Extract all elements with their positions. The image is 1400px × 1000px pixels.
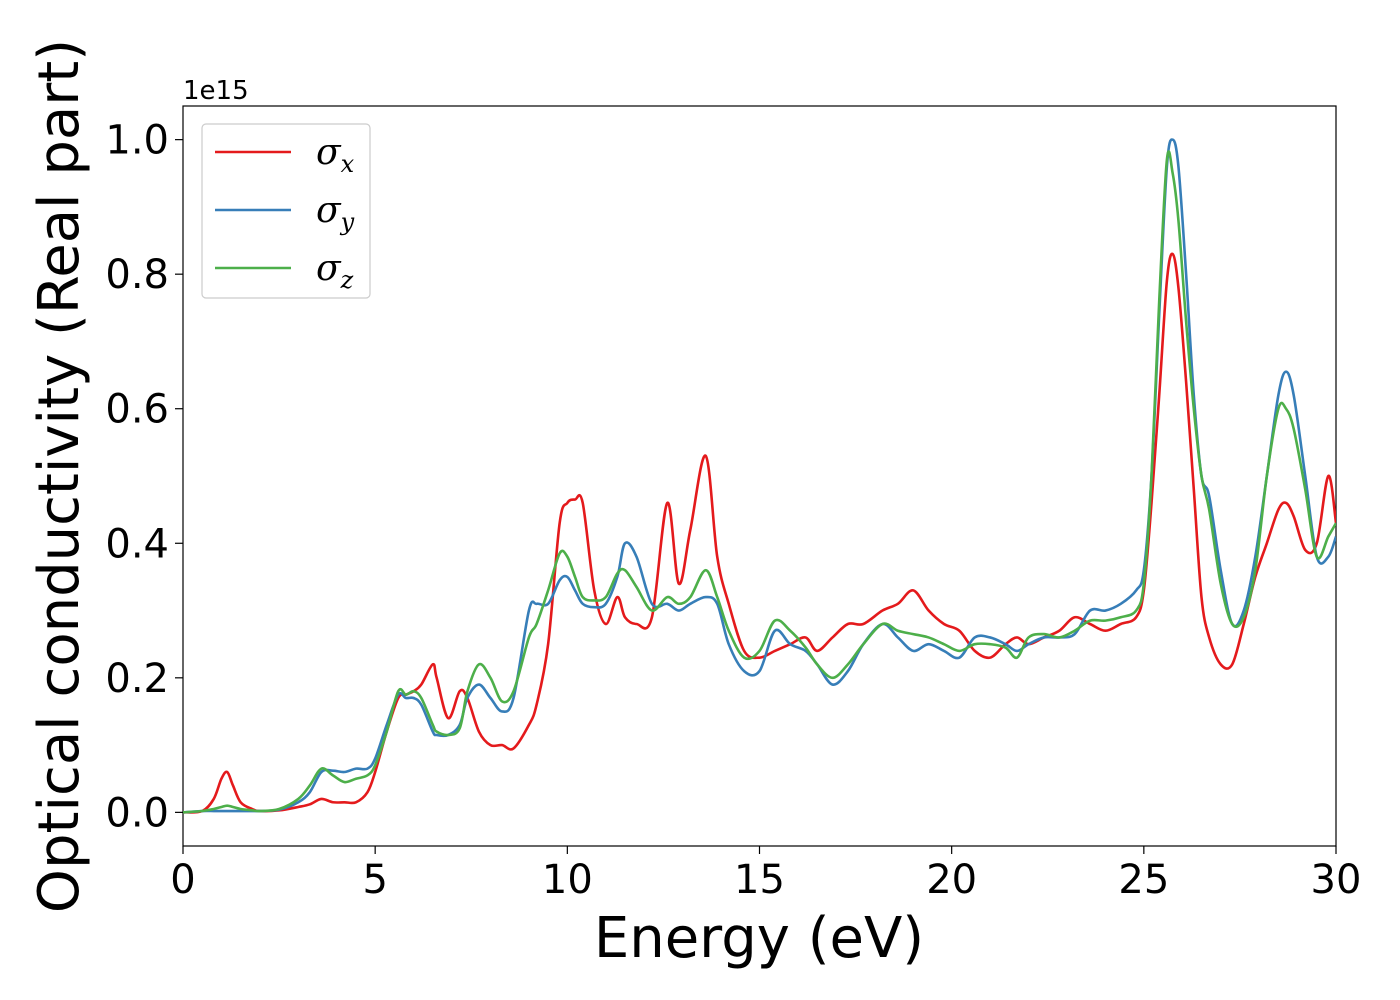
- x-tick-label: 30: [1311, 857, 1362, 903]
- x-axis-title: Energy (eV): [594, 906, 924, 971]
- ticks-layer: 0 5 10 15 20 25 30 0.0 0.2 0.4 0.6 0.8 1.0: [105, 118, 1361, 903]
- legend: σx σy σz: [201, 123, 371, 299]
- legend-label-sigma-x: σx: [316, 132, 355, 178]
- x-tick-label: 10: [542, 857, 593, 903]
- x-tick-label: 15: [734, 857, 785, 903]
- y-tick-label: 0.6: [105, 387, 169, 433]
- x-tick-label: 20: [926, 857, 977, 903]
- y-offset-label: 1e15: [183, 76, 249, 106]
- legend-label-sigma-z: σz: [316, 248, 354, 294]
- series-line-sigma-x: [183, 252, 1336, 814]
- y-tick-label: 0.8: [105, 252, 169, 298]
- x-tick-label: 0: [170, 857, 195, 903]
- y-tick-label: 0.4: [105, 521, 169, 567]
- y-axis-title: Optical conductivity (Real part): [27, 39, 92, 913]
- y-tick-label: 0.0: [105, 790, 169, 836]
- legend-label-sigma-y: σy: [316, 190, 355, 236]
- series-line-sigma-z: [183, 150, 1336, 814]
- series-layer: [183, 138, 1336, 814]
- y-tick-label: 1.0: [105, 118, 169, 164]
- series-line-sigma-y: [183, 138, 1336, 814]
- x-tick-label: 25: [1118, 857, 1169, 903]
- x-tick-label: 5: [362, 857, 387, 903]
- y-tick-label: 0.2: [105, 656, 169, 702]
